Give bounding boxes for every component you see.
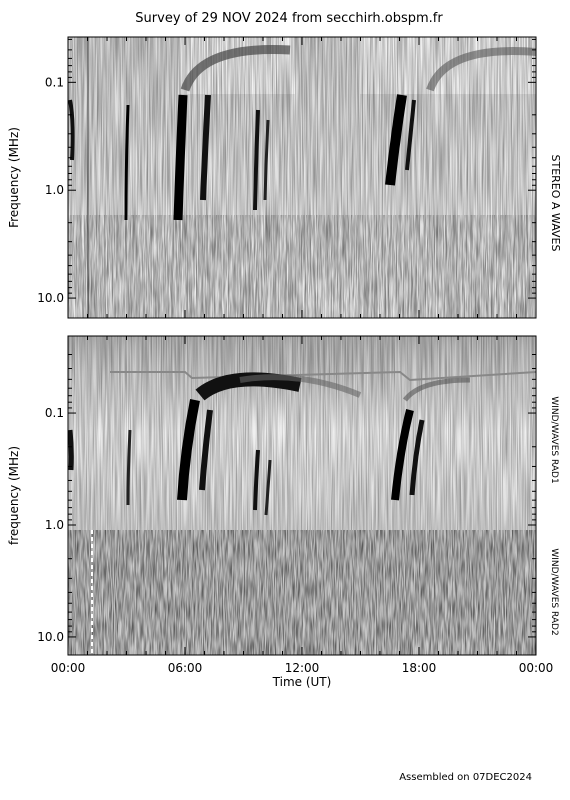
side-label: WIND/WAVES RAD2: [549, 548, 559, 635]
title: Survey of 29 NOV 2024 from secchirh.obsp…: [135, 11, 443, 26]
footer: Assembled on 07DEC2024: [399, 772, 532, 783]
spectrogram-top: [68, 37, 536, 318]
x-tick-label: 18:00: [402, 661, 437, 675]
spectrogram-bottom: [68, 336, 536, 655]
x-tick-label: 06:00: [168, 661, 203, 675]
y-tick-label: 10.0: [37, 630, 64, 644]
y-tick-label: 1.0: [45, 518, 64, 532]
x-axis-label: Time (UT): [272, 675, 332, 689]
y-axis-label: frequency (MHz): [7, 446, 21, 545]
side-label: STEREO A WAVES: [549, 155, 562, 252]
y-axis-label: Frequency (MHz): [7, 127, 21, 228]
y-tick-label: 0.1: [45, 75, 64, 89]
x-tick-label: 12:00: [285, 661, 320, 675]
x-tick-label: 00:00: [51, 661, 86, 675]
y-tick-label: 0.1: [45, 406, 64, 420]
side-label: WIND/WAVES RAD1: [549, 396, 559, 483]
y-tick-label: 1.0: [45, 183, 64, 197]
y-tick-label: 10.0: [37, 291, 64, 305]
x-tick-label: 00:00: [519, 661, 554, 675]
